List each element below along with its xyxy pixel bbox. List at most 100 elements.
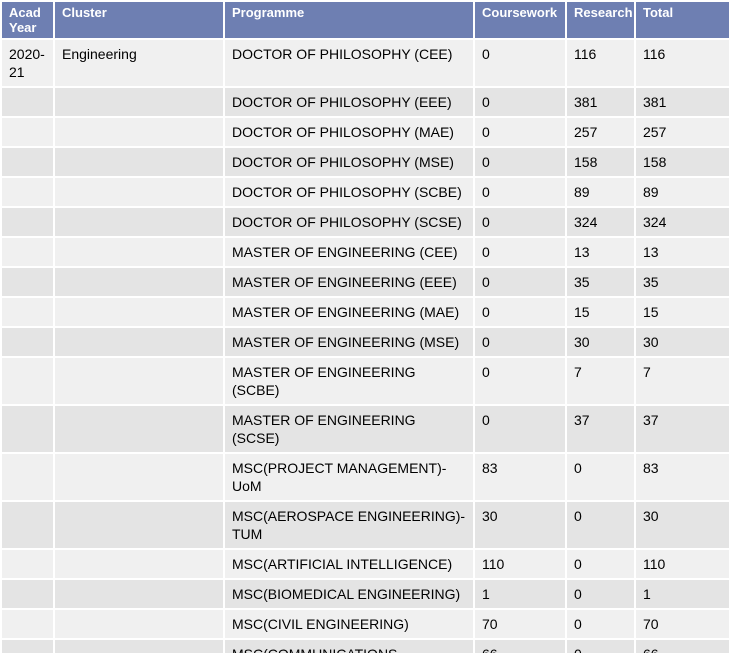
cell-total: 30: [636, 502, 729, 548]
cell-total: 257: [636, 118, 729, 146]
cell-acad-year: [2, 406, 53, 452]
cell-coursework: 0: [475, 328, 565, 356]
cell-total: 13: [636, 238, 729, 266]
cell-programme: MSC(CIVIL ENGINEERING): [225, 610, 473, 638]
cell-programme: DOCTOR OF PHILOSOPHY (MSE): [225, 148, 473, 176]
cell-coursework: 0: [475, 238, 565, 266]
header-cell-total: Total: [636, 2, 729, 38]
cell-programme: MASTER OF ENGINEERING (SCSE): [225, 406, 473, 452]
cell-coursework: 0: [475, 88, 565, 116]
cell-coursework: 1: [475, 580, 565, 608]
cell-cluster: [55, 610, 223, 638]
cell-cluster: [55, 640, 223, 653]
cell-programme: MASTER OF ENGINEERING (MAE): [225, 298, 473, 326]
cell-cluster: [55, 238, 223, 266]
table-row: DOCTOR OF PHILOSOPHY (SCSE) 0 324 324: [2, 208, 729, 236]
cell-cluster: [55, 358, 223, 404]
cell-programme: DOCTOR OF PHILOSOPHY (MAE): [225, 118, 473, 146]
cell-cluster: [55, 550, 223, 578]
cell-programme: MSC(AEROSPACE ENGINEERING)-TUM: [225, 502, 473, 548]
header-cell-acad-year: Acad Year: [2, 2, 53, 38]
cell-cluster: [55, 268, 223, 296]
cell-research: 35: [567, 268, 634, 296]
table-row: MSC(PROJECT MANAGEMENT)-UoM 83 0 83: [2, 454, 729, 500]
cell-coursework: 0: [475, 358, 565, 404]
table-row: MASTER OF ENGINEERING (CEE) 0 13 13: [2, 238, 729, 266]
cell-research: 324: [567, 208, 634, 236]
cell-cluster: Engineering: [55, 40, 223, 86]
cell-cluster: [55, 454, 223, 500]
cell-research: 30: [567, 328, 634, 356]
cell-programme: MSC(COMMUNICATIONS ENGINEERING): [225, 640, 473, 653]
cell-cluster: [55, 328, 223, 356]
cell-coursework: 0: [475, 118, 565, 146]
cell-total: 37: [636, 406, 729, 452]
cell-programme: DOCTOR OF PHILOSOPHY (SCSE): [225, 208, 473, 236]
cell-programme: MSC(BIOMEDICAL ENGINEERING): [225, 580, 473, 608]
table-row: DOCTOR OF PHILOSOPHY (MAE) 0 257 257: [2, 118, 729, 146]
cell-research: 0: [567, 610, 634, 638]
cell-total: 15: [636, 298, 729, 326]
cell-acad-year: [2, 502, 53, 548]
cell-total: 89: [636, 178, 729, 206]
cell-total: 7: [636, 358, 729, 404]
table-row: MSC(BIOMEDICAL ENGINEERING) 1 0 1: [2, 580, 729, 608]
table-row: MASTER OF ENGINEERING (SCSE) 0 37 37: [2, 406, 729, 452]
cell-acad-year: [2, 88, 53, 116]
cell-acad-year: [2, 358, 53, 404]
table-row: DOCTOR OF PHILOSOPHY (MSE) 0 158 158: [2, 148, 729, 176]
cell-research: 0: [567, 550, 634, 578]
cell-acad-year: [2, 178, 53, 206]
table-row: MSC(ARTIFICIAL INTELLIGENCE) 110 0 110: [2, 550, 729, 578]
cell-cluster: [55, 88, 223, 116]
cell-coursework: 0: [475, 148, 565, 176]
cell-acad-year: [2, 328, 53, 356]
table-row: 2020-21 Engineering DOCTOR OF PHILOSOPHY (…: [2, 40, 729, 86]
cell-cluster: [55, 298, 223, 326]
cell-acad-year: [2, 118, 53, 146]
cell-programme: MASTER OF ENGINEERING (MSE): [225, 328, 473, 356]
cell-programme: MASTER OF ENGINEERING (CEE): [225, 238, 473, 266]
cell-cluster: [55, 178, 223, 206]
cell-cluster: [55, 580, 223, 608]
cell-total: 116: [636, 40, 729, 86]
cell-acad-year: [2, 298, 53, 326]
cell-research: 0: [567, 502, 634, 548]
cell-coursework: 0: [475, 40, 565, 86]
table-row: MASTER OF ENGINEERING (MSE) 0 30 30: [2, 328, 729, 356]
cell-programme: DOCTOR OF PHILOSOPHY (SCBE): [225, 178, 473, 206]
cell-acad-year: [2, 268, 53, 296]
cell-acad-year: [2, 454, 53, 500]
table-row: MSC(COMMUNICATIONS ENGINEERING)66066: [2, 640, 729, 653]
cell-cluster: [55, 148, 223, 176]
cell-research: 13: [567, 238, 634, 266]
cell-cluster: [55, 118, 223, 146]
cell-acad-year: [2, 148, 53, 176]
cell-total: 83: [636, 454, 729, 500]
cell-total: 66: [636, 640, 729, 653]
cell-coursework: 0: [475, 298, 565, 326]
cell-cluster: [55, 406, 223, 452]
cell-acad-year: [2, 610, 53, 638]
cell-research: 7: [567, 358, 634, 404]
cell-research: 89: [567, 178, 634, 206]
table-row: MSC(AEROSPACE ENGINEERING)-TUM 30 0 30: [2, 502, 729, 548]
cell-programme: MSC(ARTIFICIAL INTELLIGENCE): [225, 550, 473, 578]
cell-total: 158: [636, 148, 729, 176]
cell-coursework: 83: [475, 454, 565, 500]
table-row: MASTER OF ENGINEERING (EEE) 0 35 35: [2, 268, 729, 296]
cell-programme: MASTER OF ENGINEERING (SCBE): [225, 358, 473, 404]
cell-total: 30: [636, 328, 729, 356]
cell-research: 37: [567, 406, 634, 452]
cell-research: 381: [567, 88, 634, 116]
cell-coursework: 70: [475, 610, 565, 638]
cell-coursework: 0: [475, 268, 565, 296]
header-cell-cluster: Cluster: [55, 2, 223, 38]
cell-total: 70: [636, 610, 729, 638]
header-cell-programme: Programme: [225, 2, 473, 38]
cell-total: 110: [636, 550, 729, 578]
cell-research: 116: [567, 40, 634, 86]
cell-coursework: 30: [475, 502, 565, 548]
